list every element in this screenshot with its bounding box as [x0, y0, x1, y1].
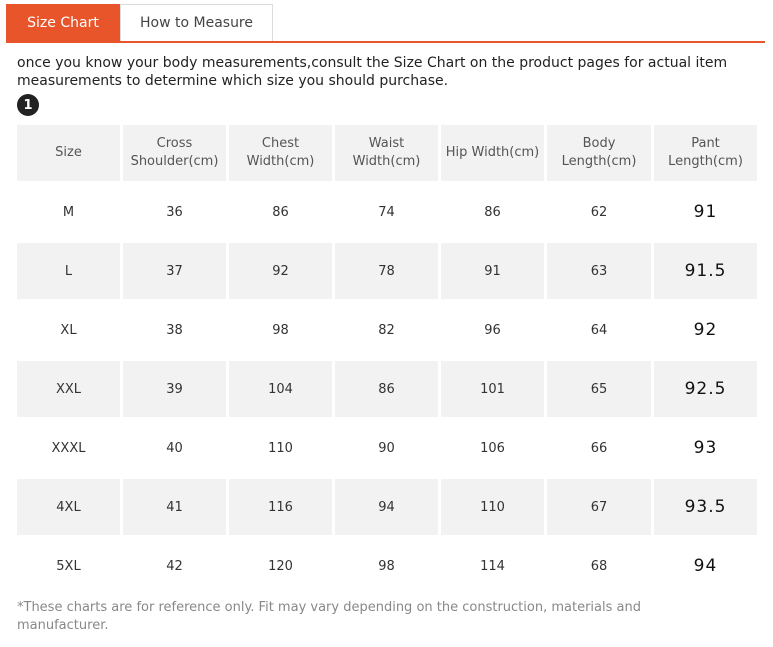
cell-size: XXL [17, 361, 120, 417]
cell-pant-length: 93 [693, 438, 718, 458]
cell-pant-length: 92 [693, 320, 718, 340]
cell-hip-width: 91 [441, 243, 544, 299]
cell-size: L [17, 243, 120, 299]
cell-body-length: 65 [547, 361, 651, 417]
header-waist-width: Waist Width(cm) [335, 125, 438, 181]
table-row: 4XL 41 116 94 110 67 93.5 [17, 479, 757, 535]
cell-cross-shoulder: 37 [123, 243, 226, 299]
cell-size: 5XL [56, 558, 81, 574]
cell-body-length: 67 [547, 479, 651, 535]
table-row: M 36 86 74 86 62 91 [17, 184, 757, 240]
cell-waist-width: 78 [335, 243, 438, 299]
tab-how-to-measure[interactable]: How to Measure [120, 4, 273, 41]
cell-cross-shoulder: 36 [166, 204, 183, 220]
cell-body-length: 64 [590, 322, 608, 338]
header-pant-length: Pant Length(cm) [654, 125, 757, 181]
cell-cross-shoulder: 40 [166, 440, 183, 456]
cell-pant-length: 91.5 [654, 243, 757, 299]
cell-waist-width: 86 [335, 361, 438, 417]
cell-cross-shoulder: 42 [166, 558, 183, 574]
cell-chest-width: 110 [268, 440, 293, 456]
header-hip-width: Hip Width(cm) [441, 125, 544, 181]
cell-cross-shoulder: 41 [123, 479, 226, 535]
cell-body-length: 62 [590, 204, 608, 220]
tab-bar: Size Chart How to Measure [6, 4, 273, 42]
table-row: XXXL 40 110 90 106 66 93 [17, 420, 757, 476]
cell-waist-width: 82 [378, 322, 395, 338]
cell-pant-length: 91 [693, 202, 718, 222]
cell-size: M [62, 204, 75, 220]
cell-hip-width: 96 [484, 322, 501, 338]
cell-size: XXXL [51, 440, 86, 456]
step-number-badge: 1 [17, 94, 39, 116]
table-row: L 37 92 78 91 63 91.5 [17, 243, 757, 299]
cell-body-length: 63 [547, 243, 651, 299]
header-cross-shoulder: Cross Shoulder(cm) [123, 125, 226, 181]
cell-body-length: 66 [590, 440, 608, 456]
cell-cross-shoulder: 38 [166, 322, 183, 338]
cell-pant-length: 94 [693, 556, 718, 576]
tab-underline [6, 41, 765, 43]
cell-waist-width: 74 [378, 204, 395, 220]
cell-pant-length: 93.5 [654, 479, 757, 535]
cell-chest-width: 92 [229, 243, 332, 299]
cell-size: XL [60, 322, 77, 338]
cell-hip-width: 106 [480, 440, 505, 456]
header-chest-width: Chest Width(cm) [229, 125, 332, 181]
cell-chest-width: 86 [272, 204, 289, 220]
size-chart-table: Size Cross Shoulder(cm) Chest Width(cm) … [14, 122, 760, 597]
table-row: XXL 39 104 86 101 65 92.5 [17, 361, 757, 417]
cell-waist-width: 94 [335, 479, 438, 535]
cell-hip-width: 110 [441, 479, 544, 535]
tab-size-chart[interactable]: Size Chart [6, 4, 120, 41]
cell-chest-width: 116 [229, 479, 332, 535]
cell-hip-width: 86 [484, 204, 501, 220]
cell-chest-width: 98 [272, 322, 289, 338]
table-row: XL 38 98 82 96 64 92 [17, 302, 757, 358]
cell-waist-width: 90 [378, 440, 395, 456]
cell-body-length: 68 [590, 558, 608, 574]
cell-chest-width: 104 [229, 361, 332, 417]
disclaimer-footnote: *These charts are for reference only. Fi… [17, 600, 641, 633]
table-header-row: Size Cross Shoulder(cm) Chest Width(cm) … [17, 125, 757, 181]
cell-size: 4XL [17, 479, 120, 535]
intro-text: once you know your body measurements,con… [17, 55, 728, 89]
cell-hip-width: 114 [480, 558, 505, 574]
cell-hip-width: 101 [441, 361, 544, 417]
header-body-length: Body Length(cm) [547, 125, 651, 181]
cell-waist-width: 98 [378, 558, 395, 574]
header-size: Size [17, 125, 120, 181]
cell-cross-shoulder: 39 [123, 361, 226, 417]
cell-pant-length: 92.5 [654, 361, 757, 417]
table-row: 5XL 42 120 98 114 68 94 [17, 538, 757, 594]
cell-chest-width: 120 [268, 558, 293, 574]
